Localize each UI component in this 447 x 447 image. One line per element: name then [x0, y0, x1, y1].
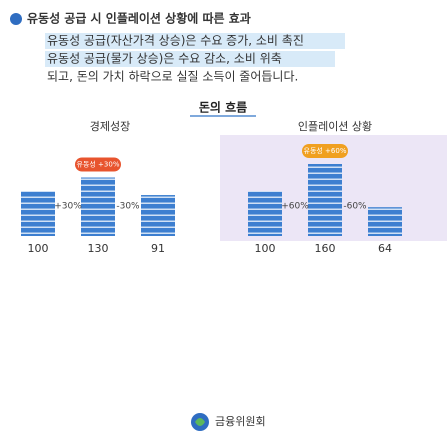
tag-bg: [302, 144, 348, 158]
footer: 금융위원회: [215, 415, 266, 428]
subtitle: 돈의 흐름: [199, 100, 247, 115]
header-line: 유동성 공급(물가 상승)은 수요 감소, 소비 위축: [47, 52, 282, 66]
group-label: 인플레이션 상황: [298, 120, 372, 133]
logo-mark: [195, 418, 205, 426]
coin-stack: [248, 191, 282, 236]
value-label: 160: [315, 242, 336, 255]
value-label: 100: [28, 242, 49, 255]
tag: 유동성 +30%: [77, 160, 120, 169]
value-label: 64: [378, 242, 392, 255]
coin-stack: [21, 191, 55, 236]
change-label: +60%: [281, 202, 309, 212]
tag: 유동성 +60%: [304, 146, 347, 155]
coin-stack: [81, 177, 115, 236]
group-label: 경제성장: [90, 120, 130, 133]
change-label: -30%: [116, 202, 140, 212]
coin-stack: [141, 195, 175, 236]
highlight: [45, 33, 345, 49]
tag-bg: [75, 157, 121, 172]
header-line: 유동성 공급(자산가격 상승)은 수요 증가, 소비 촉진: [47, 34, 304, 48]
coin-stack: [368, 207, 402, 236]
change-label: +30%: [54, 202, 82, 212]
value-label: 100: [255, 242, 276, 255]
header-line: 유동성 공급 시 인플레이션 상황에 따른 효과: [27, 11, 251, 26]
change-label: -60%: [343, 202, 367, 212]
coin-stack: [308, 164, 342, 236]
value-label: 91: [151, 242, 165, 255]
bullet: [10, 13, 22, 25]
header-line: 되고, 돈의 가치 하락으로 실질 소득이 줄어듭니다.: [47, 70, 298, 84]
highlight: [45, 51, 335, 67]
value-label: 130: [88, 242, 109, 255]
